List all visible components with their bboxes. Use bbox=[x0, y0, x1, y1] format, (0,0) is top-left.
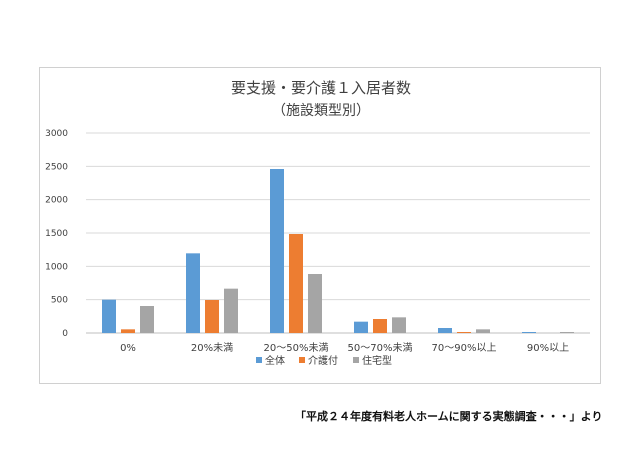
bar bbox=[140, 306, 154, 333]
bar bbox=[289, 234, 303, 333]
y-tick-label: 1000 bbox=[45, 262, 68, 272]
chart-frame: 要支援・要介護１入居者数 （施設類型別） 0 500 1000 1500 2000 250… bbox=[39, 67, 601, 384]
chart-title: 要支援・要介護１入居者数 bbox=[231, 79, 411, 97]
legend-swatch bbox=[256, 357, 262, 363]
y-tick-label: 2500 bbox=[45, 162, 68, 172]
bar bbox=[373, 319, 387, 333]
y-tick-label: 2000 bbox=[45, 196, 68, 206]
chart-subtitle: （施設類型別） bbox=[272, 103, 370, 119]
x-category-label: 50～70%未満 bbox=[348, 342, 413, 354]
bar bbox=[560, 332, 574, 333]
x-category-label: 90%以上 bbox=[527, 342, 569, 354]
bar bbox=[438, 328, 452, 333]
y-axis-ticks: 0 500 1000 1500 2000 2500 3000 bbox=[45, 129, 68, 339]
y-tick-label: 3000 bbox=[45, 129, 68, 139]
x-category-label: 20～50%未満 bbox=[264, 342, 329, 354]
bar bbox=[270, 169, 284, 333]
bar-chart: 要支援・要介護１入居者数 （施設類型別） 0 500 1000 1500 2000 250… bbox=[45, 79, 590, 367]
y-tick-label: 1500 bbox=[45, 229, 68, 239]
bar bbox=[522, 332, 536, 333]
legend-swatch bbox=[299, 357, 305, 363]
source-note: 「平成２４年度有料老人ホームに関する実態調査・・・」より bbox=[295, 410, 603, 423]
bars bbox=[102, 169, 574, 333]
bar bbox=[224, 288, 238, 333]
bar bbox=[476, 329, 490, 333]
bar bbox=[457, 332, 471, 333]
bar bbox=[205, 300, 219, 333]
x-axis-categories: 0% 20%未満 20～50%未満 50～70%未満 70～90%以上 90%以上 bbox=[120, 342, 569, 354]
bar bbox=[354, 321, 368, 333]
legend-label: 全体 bbox=[265, 354, 285, 367]
legend-label: 住宅型 bbox=[362, 354, 392, 367]
bar bbox=[186, 253, 200, 333]
y-tick-label: 0 bbox=[62, 329, 68, 339]
bar bbox=[102, 299, 116, 333]
legend-label: 介護付 bbox=[308, 354, 338, 367]
gridlines bbox=[86, 132, 590, 334]
x-category-label: 0% bbox=[120, 343, 136, 354]
legend-swatch bbox=[353, 357, 359, 363]
y-tick-label: 500 bbox=[51, 296, 68, 306]
x-category-label: 70～90%以上 bbox=[432, 342, 497, 354]
legend: 全体 介護付 住宅型 bbox=[256, 354, 392, 367]
bar bbox=[392, 317, 406, 333]
x-category-label: 20%未満 bbox=[191, 342, 233, 354]
bar bbox=[121, 329, 135, 333]
bar bbox=[308, 274, 322, 333]
